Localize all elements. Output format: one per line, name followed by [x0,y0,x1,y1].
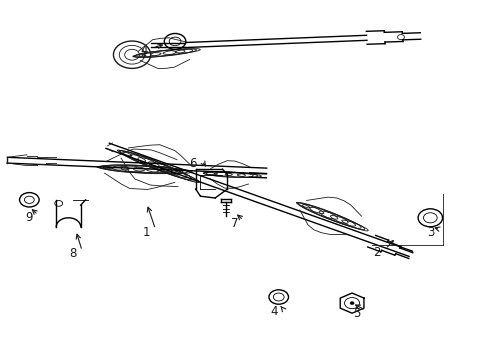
Text: 8: 8 [69,247,77,260]
Text: 4: 4 [269,305,277,318]
Text: 6: 6 [189,157,197,170]
Text: 4: 4 [140,44,148,57]
Text: 7: 7 [230,217,238,230]
Text: 3: 3 [427,226,434,239]
Text: 1: 1 [142,226,150,239]
Text: 9: 9 [25,211,33,224]
Text: 2: 2 [372,246,380,258]
Circle shape [349,302,353,305]
Text: 5: 5 [352,307,360,320]
